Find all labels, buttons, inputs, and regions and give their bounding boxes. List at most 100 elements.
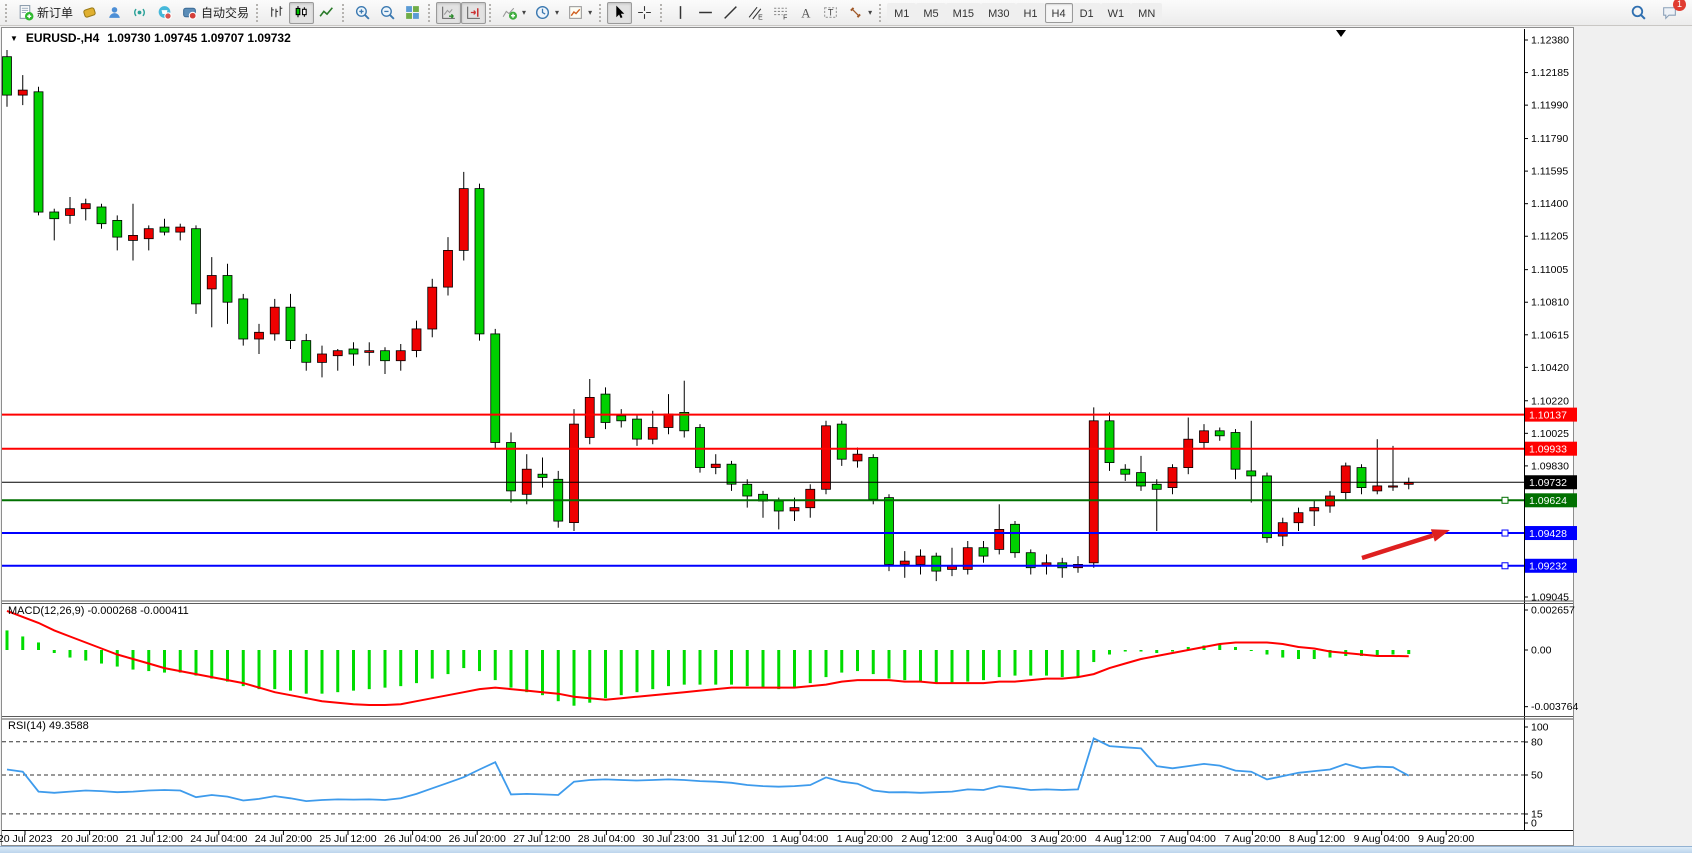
autotrading-button[interactable]: 自动交易 [177,2,253,24]
bar-chart-button[interactable] [264,2,289,24]
timeframe-mn-button[interactable]: MN [1131,2,1163,23]
text-label-button[interactable]: T [818,2,843,24]
vline-icon [679,6,682,19]
price-axis-label: 1.12185 [1531,67,1569,79]
trendline-icon [724,6,737,19]
time-axis-label: 20 Jul 20:00 [61,833,118,845]
timeframe-m1-button[interactable]: M1 [887,2,917,23]
line-handle-icon[interactable] [1501,496,1509,504]
price-axis-label: 1.11595 [1531,166,1568,178]
main-toolbar: 新订单 自动交易 ▾ ▾ ▾ E F A T ▾ M1 M5 M15 M30 H1 H4 D1 W1 MN 1 [0,0,1692,26]
cursor-button[interactable] [607,1,633,24]
notification-badge: 1 [1673,0,1686,11]
price-axis-label: 1.11400 [1531,198,1568,210]
market-watch-button[interactable] [77,2,102,24]
time-axis-label: 7 Aug 04:00 [1160,833,1216,845]
chevron-down-icon: ▾ [555,8,560,17]
candlestick-chart-button[interactable] [289,1,315,24]
time-axis[interactable] [2,831,1526,847]
rsi-indicator-label: RSI(14) 49.3588 [8,720,89,732]
text-button[interactable]: A [793,2,818,24]
arrow-annotation[interactable] [1361,533,1434,561]
toolbar-grip [599,3,604,22]
price-axis[interactable] [1525,29,1585,830]
price-tag-1.09732: 1.09732 [1529,477,1567,489]
arrow-annotation-head[interactable] [1430,529,1450,542]
time-axis-label: 2 Aug 12:00 [901,833,957,845]
periods-button[interactable]: ▾ [530,2,563,24]
price-axis-label: 1.09045 [1531,592,1569,604]
notifications-button[interactable]: 1 [1657,0,1686,24]
equidistant-channel-button[interactable]: E [743,2,768,24]
timeframe-w1-button[interactable]: W1 [1100,2,1132,23]
zoom-in-icon [355,5,370,20]
community-icon [109,7,120,18]
time-axis-label: 27 Jul 12:00 [513,833,570,845]
toolbar-grip [428,3,433,22]
auto-scroll-button[interactable] [436,1,462,24]
time-axis-label: 28 Jul 04:00 [578,833,635,845]
vertical-line-button[interactable] [668,2,693,24]
chart-window [1,27,1574,846]
price-tag-1.09624: 1.09624 [1529,495,1567,507]
status-bar [0,846,1692,853]
fibonacci-button[interactable]: F [768,2,793,24]
price-axis-label: 1.11005 [1531,264,1568,276]
trendline-button[interactable] [718,2,743,24]
time-axis-label: 24 Jul 04:00 [190,833,247,845]
search-button[interactable] [1626,2,1651,24]
indicators-button[interactable]: ▾ [497,2,530,24]
chevron-down-icon: ▾ [868,8,873,17]
price-axis-label: 1.10025 [1531,428,1569,440]
chart-shift-button[interactable] [461,1,487,24]
zoom-out-button[interactable] [375,2,400,24]
time-axis-label: 20 Jul 2023 [0,833,52,845]
timeframe-m5-button[interactable]: M5 [916,2,946,23]
autotrading-button-label: 自动交易 [201,6,250,20]
chevron-down-icon: ▾ [588,8,593,17]
crosshair-button[interactable] [632,2,657,24]
scroll-to-end-icon[interactable] [1336,30,1346,37]
timeframe-m30-button[interactable]: M30 [981,2,1017,23]
time-axis-label: 3 Aug 04:00 [966,833,1022,845]
time-axis-label: 1 Aug 04:00 [772,833,828,845]
timeframe-h1-button[interactable]: H1 [1016,2,1045,23]
tile-windows-button[interactable] [400,2,425,24]
price-tag-1.10137: 1.10137 [1529,409,1567,421]
line-chart-icon [319,7,333,17]
price-axis-label: 1.10615 [1531,329,1569,341]
templates-button[interactable]: ▾ [563,2,596,24]
macd-signal-line [6,609,1409,706]
templates-icon [569,6,582,19]
time-axis-label: 1 Aug 20:00 [837,833,893,845]
toolbar-grip [879,3,884,22]
macd-histogram [5,630,1411,706]
timeframe-h4-button[interactable]: H4 [1044,2,1073,23]
zoom-in-button[interactable] [350,2,375,24]
mql5-community-button[interactable] [102,2,127,24]
timeframe-m15-button[interactable]: M15 [945,2,982,23]
line-chart-button[interactable] [314,2,339,24]
time-axis-label: 26 Jul 20:00 [449,833,506,845]
rsi-line [6,737,1410,803]
horizontal-line-button[interactable] [693,2,718,24]
signals-icon [134,8,145,17]
signals-button[interactable] [127,2,152,24]
svg-text:A: A [801,6,811,20]
rsi-axis-label: 80 [1531,737,1543,749]
chart-symbol-period: EURUSD-,H4 [25,31,100,45]
svg-text:F: F [783,14,787,21]
fibo-icon: F [774,7,787,21]
chart-dropdown-icon[interactable]: ▼ [10,33,18,43]
toolbar-grip [342,3,347,22]
line-handle-icon[interactable] [1501,529,1509,537]
bar-chart-icon [271,6,283,18]
market-button[interactable] [152,2,177,24]
new-order-button[interactable]: 新订单 [13,2,77,24]
line-handle-icon[interactable] [1501,562,1509,570]
arrow-objects-button[interactable]: ▾ [843,2,876,24]
macd-axis-label: 0.00 [1531,645,1552,657]
timeframe-d1-button[interactable]: D1 [1072,2,1101,23]
